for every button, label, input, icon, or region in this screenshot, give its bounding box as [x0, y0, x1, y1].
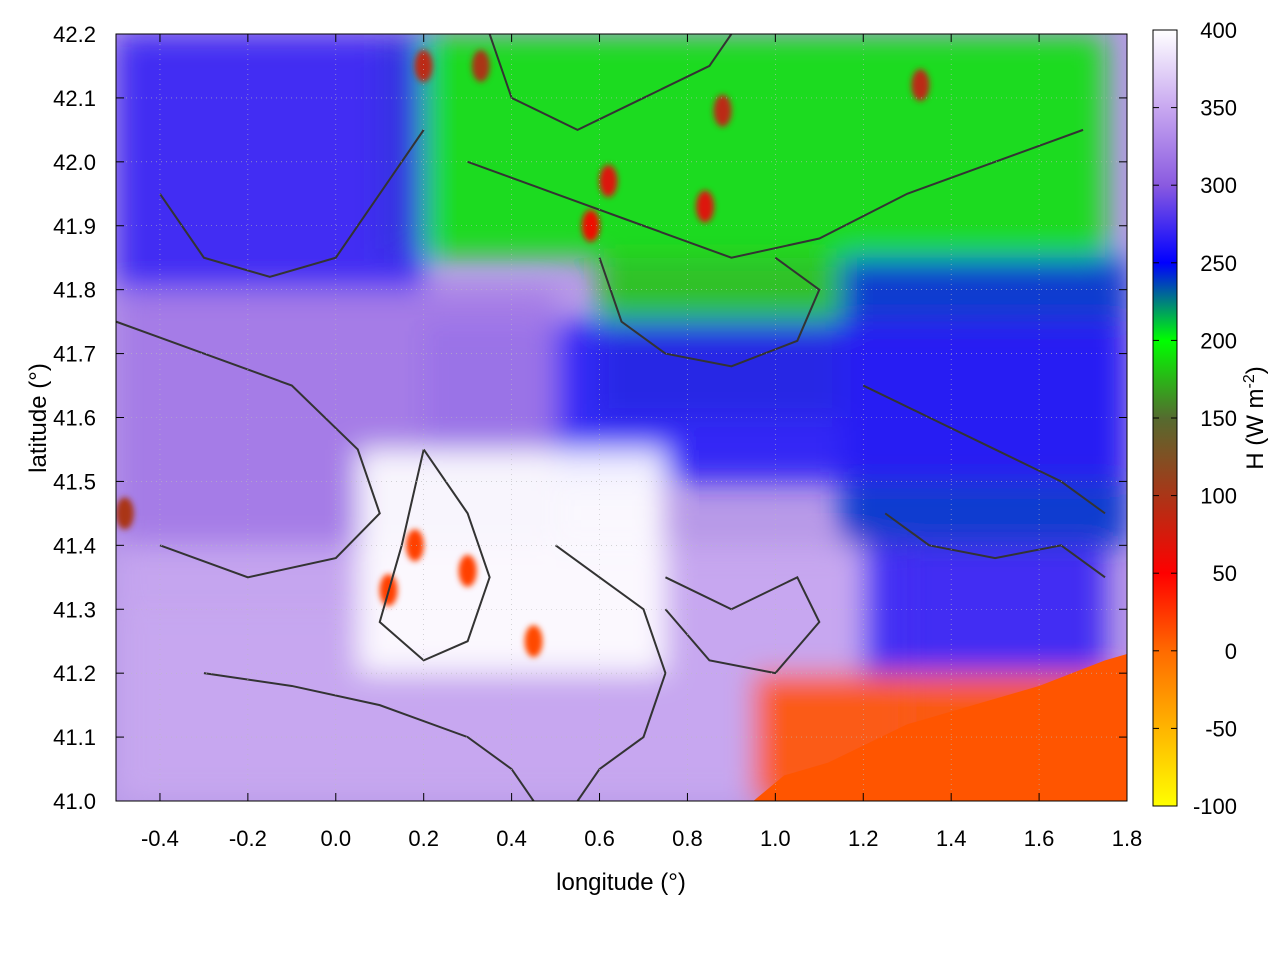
contour-line	[203, 672, 535, 801]
contour-line	[488, 34, 733, 131]
y-tick-label: 42.0	[53, 150, 96, 175]
x-tick-label: 1.6	[1024, 826, 1055, 851]
x-axis-label: longitude (°)	[556, 869, 686, 896]
colorbar-tick-label: 200	[1200, 328, 1237, 353]
contour-line	[598, 256, 821, 368]
hotspot	[414, 49, 433, 82]
hotspot	[116, 497, 134, 530]
y-tick-label: 41.6	[53, 406, 96, 431]
x-tick-label: 1.0	[760, 826, 791, 851]
hotspot	[581, 209, 600, 242]
hotspot	[696, 190, 715, 223]
hotspot	[458, 554, 477, 587]
x-tick-label: 1.4	[936, 826, 967, 851]
y-tick-label: 41.3	[53, 597, 96, 622]
x-tick-label: 1.2	[848, 826, 879, 851]
y-tick-label: 41.7	[53, 342, 96, 367]
x-tick-label: 0.0	[320, 826, 351, 851]
hotspot	[599, 165, 618, 198]
colorbar-tick-label: 400	[1200, 18, 1237, 43]
colorbar-tick-label: 250	[1200, 251, 1237, 276]
contour-line	[467, 128, 1084, 259]
colorbar-tick-label: -100	[1193, 794, 1237, 819]
colorbar-label-main: H (W m	[1242, 388, 1269, 469]
plot-area: -0.4 -0.2 0.0 0.2 0.4 0.6 0.8 1.0 1.2 1.4 1.6 1.8 4…	[53, 22, 1142, 851]
x-tick-label: 0.8	[672, 826, 703, 851]
colorbar-tick-label: 300	[1200, 173, 1237, 198]
y-axis-label: latitude (°)	[25, 363, 52, 473]
x-tick-label: -0.4	[141, 826, 179, 851]
hotspot	[524, 625, 543, 658]
colorbar-tick-label: -50	[1205, 716, 1237, 741]
x-tick-label: 0.2	[408, 826, 439, 851]
y-tick-label: 41.0	[53, 789, 96, 814]
y-tick-label: 42.2	[53, 22, 96, 47]
heat-region-northwest-blue	[116, 34, 424, 290]
heat-region-north-green-band	[379, 34, 1106, 258]
colorbar-ticks: -100 -50 0 50 100 150 200 250 300 350 400	[1153, 18, 1237, 819]
y-axis-ticks: 41.0 41.1 41.2 41.3 41.4 41.5 41.6 41.7 41.8 41.9…	[53, 22, 1127, 814]
x-tick-label: 1.8	[1112, 826, 1143, 851]
y-tick-label: 41.8	[53, 278, 96, 303]
heat-region-central-white	[357, 449, 666, 674]
contour-line	[116, 320, 381, 579]
hotspot	[911, 69, 930, 102]
colorbar-tick-label: 50	[1213, 561, 1237, 586]
y-tick-label: 42.1	[53, 86, 96, 111]
y-tick-label: 41.4	[53, 533, 96, 558]
hotspot	[471, 49, 490, 82]
heat-field	[116, 34, 1127, 801]
contour-line	[159, 129, 425, 278]
contour-line	[378, 448, 491, 662]
heat-region-east-blue-south	[863, 545, 1106, 674]
colorbar-label-close: )	[1242, 366, 1269, 374]
y-tick-label: 41.1	[53, 725, 96, 750]
y-tick-label: 41.2	[53, 661, 96, 686]
colorbar-label: H (W m-2)	[1241, 366, 1269, 470]
y-tick-label: 41.5	[53, 469, 96, 494]
x-axis-ticks: -0.4 -0.2 0.0 0.2 0.4 0.6 0.8 1.0 1.2 1.4 1.6 1.8	[141, 34, 1142, 851]
x-tick-label: 0.6	[584, 826, 615, 851]
colorbar: -100 -50 0 50 100 150 200 250 300 350 400 H (W m-2…	[1152, 18, 1269, 819]
colorbar-label-sup: -2	[1241, 374, 1258, 388]
y-tick-label: 41.9	[53, 214, 96, 239]
x-tick-label: 0.4	[496, 826, 527, 851]
hotspot	[713, 94, 732, 127]
x-tick-label: -0.2	[229, 826, 267, 851]
colorbar-tick-label: 100	[1200, 484, 1237, 509]
colorbar-tick-label: 150	[1200, 406, 1237, 431]
colorbar-tick-label: 0	[1225, 639, 1237, 664]
colorbar-tick-label: 350	[1200, 96, 1237, 121]
hotspot	[405, 529, 424, 562]
sea-region	[753, 653, 1127, 801]
contour-line	[862, 384, 1106, 515]
contour-line	[884, 512, 1106, 579]
